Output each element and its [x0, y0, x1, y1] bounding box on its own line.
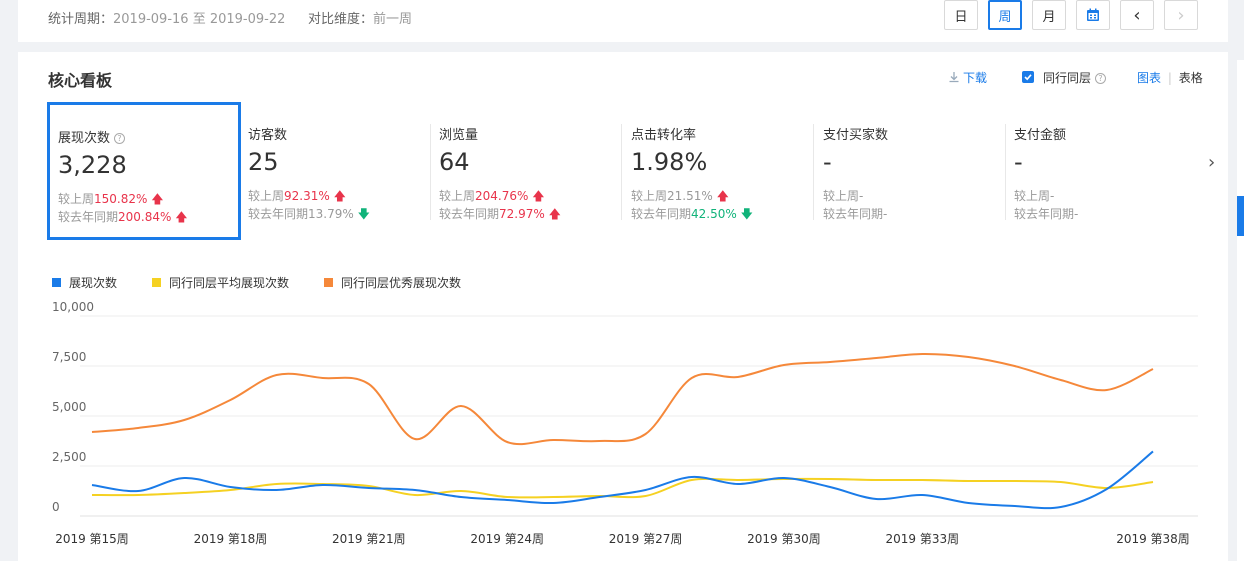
- arrow-up-icon: 🡅: [532, 189, 545, 203]
- x-tick-label: 2019 第30周: [747, 532, 821, 546]
- y-tick-label: 0: [52, 500, 60, 514]
- legend-item-peer-average[interactable]: 同行同层平均展现次数: [152, 274, 289, 291]
- year-over-year: 较去年同期200.84% 🡅: [58, 210, 188, 224]
- arrow-up-icon: 🡅: [716, 189, 729, 203]
- week-button[interactable]: 周: [988, 0, 1022, 30]
- series-line-peer-average: [91, 477, 1154, 499]
- help-icon[interactable]: ?: [1095, 73, 1107, 84]
- arrow-up-icon: 🡅: [175, 210, 188, 224]
- side-tab[interactable]: [1237, 196, 1244, 236]
- peer-toggle: 同行同层?: [1043, 69, 1107, 86]
- x-tick-label: 2019 第27周: [609, 532, 683, 546]
- x-tick-label: 2019 第24周: [470, 532, 544, 546]
- year-over-year: 较去年同期13.79% 🡇: [248, 207, 370, 221]
- metric-divider: [813, 124, 814, 220]
- core-dashboard-panel: 核心看板 下载 同行同层? 图表 | 表格 展现次数? 3,228 较上周150…: [18, 52, 1228, 561]
- metric-value: -: [1014, 148, 1023, 176]
- peer-checkbox[interactable]: [1022, 71, 1034, 83]
- calendar-button[interactable]: [1076, 0, 1110, 30]
- x-tick-label: 2019 第18周: [194, 532, 268, 546]
- arrow-up-icon: 🡅: [333, 189, 346, 203]
- arrow-up-icon: 🡅: [548, 207, 561, 221]
- x-tick-label: 2019 第15周: [55, 532, 129, 546]
- period-value: 2019-09-16 至 2019-09-22: [113, 12, 286, 27]
- compare-label: 对比维度：: [308, 12, 374, 27]
- metric-label: 支付买家数: [823, 128, 889, 143]
- view-switch: 图表 | 表格: [1137, 69, 1203, 86]
- series-line-peer-top: [91, 352, 1154, 446]
- week-over-week: 较上周150.82% 🡅: [58, 192, 164, 206]
- y-tick-label: 10,000: [52, 300, 94, 314]
- chart-view-link[interactable]: 图表: [1137, 71, 1162, 85]
- calendar-icon: [1087, 8, 1099, 21]
- metric-value: 3,228: [58, 151, 127, 179]
- prev-period-button[interactable]: ‹: [1120, 0, 1154, 30]
- top-bar: 统计周期：2019-09-16 至 2019-09-22 对比维度：前一周 日 …: [18, 0, 1228, 42]
- metric-card-payment-amount[interactable]: 支付金额 - 较上周- 较去年同期-: [1006, 102, 1196, 240]
- year-over-year: 较去年同期72.97% 🡅: [439, 207, 561, 221]
- week-over-week: 较上周-: [1014, 189, 1055, 203]
- chevron-right-icon[interactable]: ›: [1208, 152, 1216, 173]
- y-tick-label: 2,500: [52, 450, 86, 464]
- arrow-down-icon: 🡇: [740, 207, 753, 221]
- legend-swatch: [152, 278, 161, 287]
- week-over-week: 较上周92.31% 🡅: [248, 189, 346, 203]
- metric-value: -: [823, 148, 832, 176]
- metric-card-visitors[interactable]: 访客数 25 较上周92.31% 🡅 较去年同期13.79% 🡇: [240, 102, 430, 240]
- year-over-year: 较去年同期-: [1014, 207, 1079, 221]
- metric-divider: [621, 124, 622, 220]
- x-tick-label: 2019 第21周: [332, 532, 406, 546]
- y-tick-label: 5,000: [52, 400, 86, 414]
- metric-value: 25: [248, 148, 279, 176]
- compare-value[interactable]: 前一周: [373, 12, 413, 27]
- legend-item-impressions[interactable]: 展现次数: [52, 274, 117, 291]
- panel-title: 核心看板: [48, 71, 113, 90]
- legend-swatch: [324, 278, 333, 287]
- metric-divider: [430, 124, 431, 220]
- arrow-up-icon: 🡅: [151, 192, 164, 206]
- download-label: 下载: [963, 71, 988, 85]
- next-period-button[interactable]: ›: [1164, 0, 1198, 30]
- legend-item-peer-top[interactable]: 同行同层优秀展现次数: [324, 274, 461, 291]
- month-button[interactable]: 月: [1032, 0, 1066, 30]
- week-over-week: 较上周21.51% 🡅: [631, 189, 729, 203]
- download-icon: [949, 72, 959, 83]
- series-line-impressions: [91, 450, 1154, 510]
- statistics-period: 统计周期：2019-09-16 至 2019-09-22: [48, 8, 285, 27]
- x-tick-label: 2019 第38周: [1116, 532, 1190, 546]
- comparison-dimension: 对比维度：前一周: [308, 8, 412, 27]
- legend-swatch: [52, 278, 61, 287]
- day-button[interactable]: 日: [944, 0, 978, 30]
- metric-card-click-conversion[interactable]: 点击转化率 1.98% 较上周21.51% 🡅 较去年同期42.50% 🡇: [623, 102, 813, 240]
- week-over-week: 较上周204.76% 🡅: [439, 189, 545, 203]
- side-panel: [1237, 60, 1244, 561]
- arrow-down-icon: 🡇: [357, 207, 370, 221]
- metric-card-impressions[interactable]: 展现次数? 3,228 较上周150.82% 🡅 较去年同期200.84% 🡅: [47, 102, 241, 240]
- metric-label: 支付金额: [1014, 128, 1067, 143]
- year-over-year: 较去年同期42.50% 🡇: [631, 207, 753, 221]
- period-label: 统计周期：: [48, 12, 114, 27]
- x-tick-label: 2019 第33周: [886, 532, 960, 546]
- download-link[interactable]: 下载: [948, 69, 987, 86]
- metric-value: 64: [439, 148, 470, 176]
- y-tick-label: 7,500: [52, 350, 86, 364]
- metric-label: 浏览量: [439, 128, 479, 143]
- line-chart: 0 2,500 5,000 7,500 10,000 2019 第15周 2019 第18周…: [52, 300, 1198, 546]
- metric-value: 1.98%: [631, 148, 708, 176]
- view-separator: |: [1167, 71, 1172, 85]
- metric-card-paying-buyers[interactable]: 支付买家数 - 较上周- 较去年同期-: [815, 102, 1005, 240]
- week-over-week: 较上周-: [823, 189, 864, 203]
- peer-label: 同行同层: [1043, 71, 1092, 85]
- metric-label: 点击转化率: [631, 128, 697, 143]
- year-over-year: 较去年同期-: [823, 207, 888, 221]
- metric-divider: [1005, 124, 1006, 220]
- metric-label: 访客数: [248, 128, 288, 143]
- metric-card-pageviews[interactable]: 浏览量 64 较上周204.76% 🡅 较去年同期72.97% 🡅: [431, 102, 621, 240]
- metric-label: 展现次数?: [58, 127, 126, 146]
- help-icon[interactable]: ?: [114, 133, 126, 144]
- check-icon: [1024, 74, 1032, 81]
- table-view-link[interactable]: 表格: [1178, 71, 1203, 85]
